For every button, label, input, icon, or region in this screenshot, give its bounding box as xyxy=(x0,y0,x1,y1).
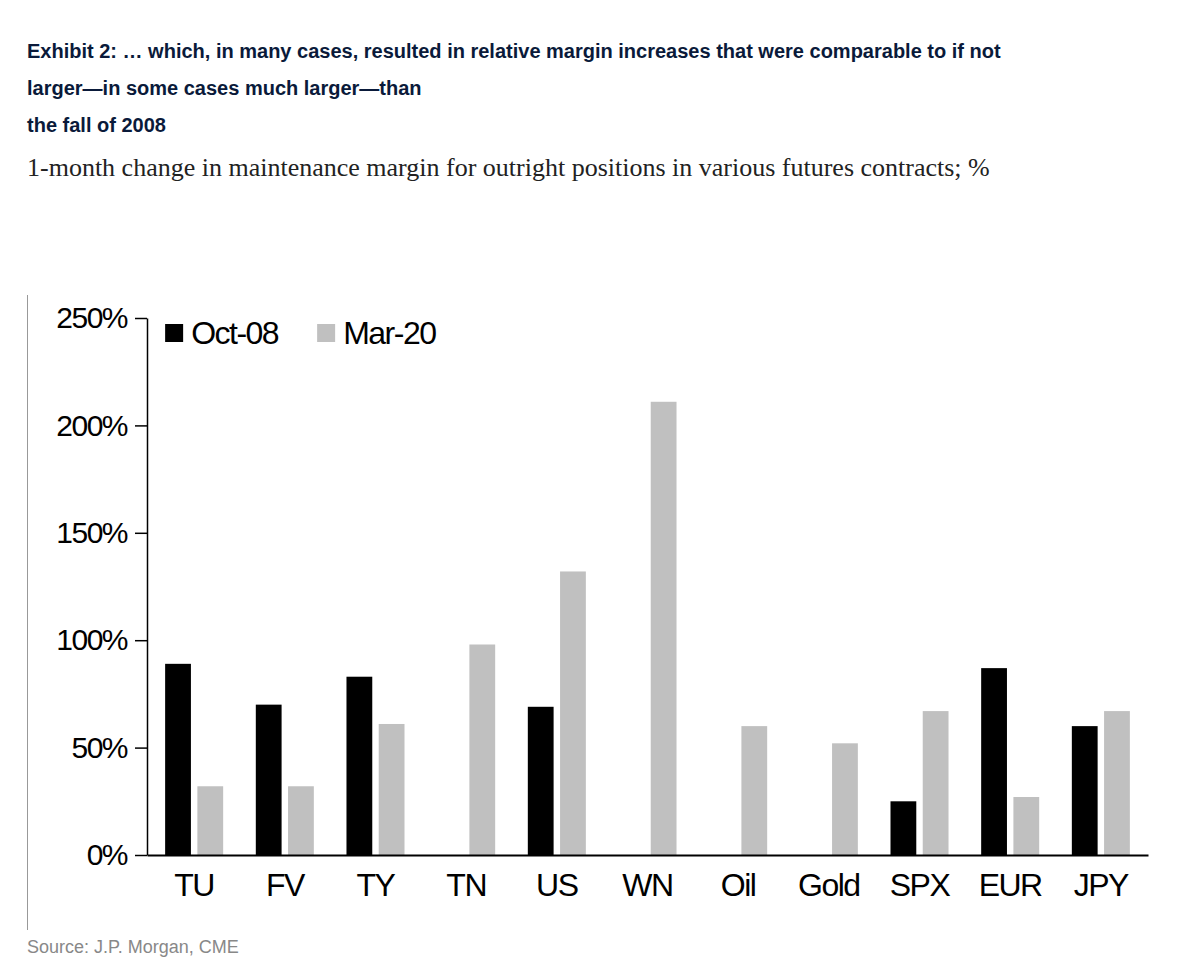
bar xyxy=(923,711,949,855)
x-tick-label: EUR xyxy=(979,867,1042,903)
legend: Oct-08 Mar-20 xyxy=(165,315,436,351)
bar xyxy=(890,801,916,855)
x-tick-label: WN xyxy=(622,867,672,903)
legend-swatch xyxy=(317,324,335,342)
x-axis-line xyxy=(148,855,1149,857)
y-tick: 100% xyxy=(56,623,147,656)
bar xyxy=(197,786,223,855)
bar xyxy=(1072,726,1098,855)
x-tick-label: Oil xyxy=(721,867,756,903)
title: larger—in some cases much larger—than xyxy=(27,77,422,99)
x-tick-label: JPY xyxy=(1074,867,1129,903)
legend-label: Oct-08 xyxy=(191,315,279,351)
bar xyxy=(528,707,554,855)
x-tick-label: FV xyxy=(266,867,306,903)
bar xyxy=(832,743,858,855)
y-tick-mark xyxy=(135,425,147,427)
x-tick: WN xyxy=(622,855,672,903)
x-tick: TU xyxy=(174,855,214,903)
bar xyxy=(741,726,767,855)
x-tick: US xyxy=(536,855,578,903)
bar xyxy=(288,786,314,855)
bar xyxy=(379,724,405,855)
bar xyxy=(346,677,372,855)
y-tick: 50% xyxy=(71,731,147,764)
y-tick-label: 200% xyxy=(56,409,128,442)
y-tick-mark xyxy=(135,318,147,320)
x-tick-label: Gold xyxy=(798,867,860,903)
x-tick: FV xyxy=(266,855,306,903)
x-tick: Oil xyxy=(721,855,756,903)
y-tick: 250% xyxy=(56,301,147,334)
y-tick-mark xyxy=(135,855,147,857)
x-tick-label: US xyxy=(536,867,578,903)
y-tick: 150% xyxy=(56,516,147,549)
bar xyxy=(469,644,495,855)
bar xyxy=(165,664,191,855)
x-tick: SPX xyxy=(890,855,951,903)
y-tick-label: 0% xyxy=(87,838,128,871)
y-axis: 0% 50% 100% 150% 200% 250% xyxy=(56,301,147,871)
x-tick-label: SPX xyxy=(890,867,951,903)
y-tick-label: 250% xyxy=(56,301,128,334)
x-tick: JPY xyxy=(1074,855,1129,903)
bars xyxy=(165,402,1130,855)
frame-rule xyxy=(27,295,28,930)
bar xyxy=(256,705,282,855)
chart: Exhibit 2: … which, in many cases, resul… xyxy=(0,0,1187,975)
x-tick: TN xyxy=(446,855,486,903)
y-tick-label: 50% xyxy=(71,731,127,764)
x-tick-label: TN xyxy=(446,867,486,903)
x-tick-label: TY xyxy=(357,867,396,903)
legend-label: Mar-20 xyxy=(343,315,436,351)
bar xyxy=(560,571,586,855)
source: Source: J.P. Morgan, CME xyxy=(27,937,239,957)
title-group: Exhibit 2: … which, in many cases, resul… xyxy=(27,40,1001,136)
x-tick-label: TU xyxy=(174,867,214,903)
x-tick: Gold xyxy=(798,855,860,903)
bar xyxy=(981,668,1007,855)
bar xyxy=(1013,797,1039,855)
x-tick: TY xyxy=(357,855,396,903)
y-tick-mark xyxy=(135,533,147,535)
legend-swatch xyxy=(165,324,183,342)
x-axis: TU FV TY TN US WN Oil Gold SPX EUR JPY xyxy=(148,855,1149,903)
subtitle: 1-month change in maintenance margin for… xyxy=(27,153,990,182)
y-tick-mark xyxy=(135,640,147,642)
x-tick: EUR xyxy=(979,855,1042,903)
bar xyxy=(651,402,677,855)
y-tick: 0% xyxy=(87,838,147,871)
title: the fall of 2008 xyxy=(27,114,166,136)
y-tick-label: 100% xyxy=(56,623,128,656)
y-axis-line xyxy=(147,319,149,856)
y-tick: 200% xyxy=(56,409,147,442)
y-tick-mark xyxy=(135,747,147,749)
bar xyxy=(1104,711,1130,855)
y-tick-label: 150% xyxy=(56,516,128,549)
title: Exhibit 2: … which, in many cases, resul… xyxy=(27,40,1001,62)
